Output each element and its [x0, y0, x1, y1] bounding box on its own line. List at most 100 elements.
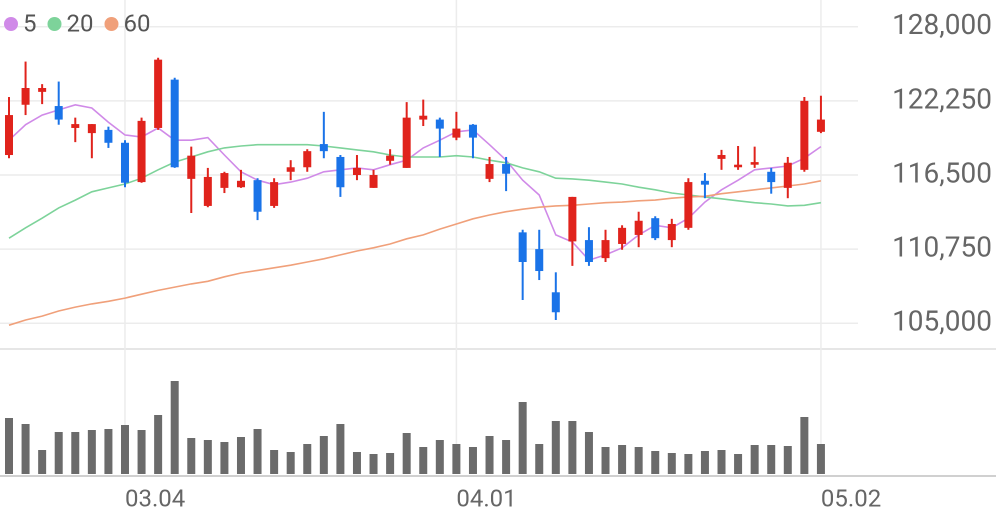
candle-body: [154, 59, 163, 128]
candle-body: [634, 220, 643, 235]
volume-bar: [667, 453, 676, 474]
y-tick-label: 128,000: [892, 8, 992, 41]
volume-bar: [236, 437, 245, 474]
candle-body: [502, 164, 511, 174]
candle-body: [203, 176, 212, 206]
volume-bar: [54, 432, 63, 474]
volume-bar: [816, 444, 825, 474]
candle-body: [468, 124, 477, 138]
volume-bar: [170, 381, 179, 474]
volume-bar: [618, 445, 627, 474]
ma-line: [8, 143, 822, 239]
candle-body: [402, 117, 411, 168]
volume-bar: [800, 417, 809, 474]
candle-body: [352, 167, 361, 175]
candle-body: [684, 182, 693, 228]
volume-bar: [402, 433, 411, 474]
volume-bar: [568, 421, 577, 474]
volume-bar: [21, 424, 30, 474]
volume-bar: [502, 440, 511, 474]
volume-bar: [303, 444, 312, 474]
candle-body: [319, 144, 328, 152]
x-tick-label: 03.04: [125, 484, 185, 512]
volume-bar: [700, 451, 709, 474]
candle-body: [386, 155, 395, 161]
candle-body: [800, 100, 809, 170]
volume-bar: [435, 440, 444, 474]
candle-body: [734, 164, 743, 168]
volume-bar: [137, 430, 146, 474]
volume-bar: [634, 447, 643, 474]
candle-body: [170, 79, 179, 168]
candle-body: [767, 171, 776, 183]
volume-bar: [518, 402, 527, 474]
ma-line: [8, 180, 822, 326]
volume-bar: [253, 429, 262, 474]
legend-marker: [4, 17, 18, 31]
candle-body: [253, 180, 262, 212]
candle-body: [651, 218, 660, 239]
volume-bar: [286, 452, 295, 474]
candle-body: [87, 124, 96, 134]
candle-body: [435, 119, 444, 129]
candle-body: [551, 292, 560, 313]
volume-bar: [120, 425, 129, 474]
candle-body: [452, 128, 461, 138]
candle-body: [535, 249, 544, 272]
candle-body: [601, 240, 610, 259]
legend-label: 20: [67, 9, 94, 37]
candle-body: [120, 142, 129, 183]
legend-marker: [47, 17, 62, 31]
volume-bar: [71, 432, 80, 474]
candle-body: [336, 156, 345, 188]
candle-body: [220, 173, 229, 188]
legend-marker: [104, 17, 119, 31]
candle-body: [286, 167, 295, 172]
volume-bar: [386, 453, 395, 474]
candle-body: [584, 240, 593, 262]
volume-bar: [270, 450, 279, 474]
candle-body: [750, 162, 759, 165]
volume-bar: [319, 436, 328, 474]
volume-bar: [154, 415, 163, 474]
candle-body: [71, 124, 80, 128]
candle-body: [303, 151, 312, 168]
volume-bar: [452, 444, 461, 474]
x-tick-label: 05.02: [821, 484, 881, 512]
volume-bar: [767, 445, 776, 474]
volume-bar: [717, 450, 726, 474]
candle-body: [485, 164, 494, 179]
volume-bar: [551, 421, 560, 474]
candle-body: [104, 129, 113, 143]
volume-bar: [87, 430, 96, 474]
candle-body: [38, 88, 47, 92]
volume-bar: [601, 447, 610, 474]
volume-bar: [336, 424, 345, 474]
volume-bar: [468, 447, 477, 474]
legend-label: 60: [123, 9, 150, 37]
volume-bar: [783, 446, 792, 474]
volume-bar: [485, 436, 494, 474]
legend-label: 5: [23, 9, 37, 37]
volume-bar: [369, 454, 378, 474]
volume-bar: [584, 432, 593, 474]
candle-body: [618, 227, 627, 244]
volume-bar: [734, 454, 743, 474]
volume-bar: [187, 438, 196, 474]
x-tick-label: 04.01: [456, 484, 516, 512]
candle-body: [816, 119, 825, 132]
volume-bar: [352, 452, 361, 474]
volume-bar: [750, 445, 759, 474]
volume-bar: [684, 454, 693, 474]
y-tick-label: 122,250: [892, 82, 992, 115]
candle-body: [187, 155, 196, 179]
candle-body: [717, 155, 726, 159]
candle-body: [236, 180, 245, 188]
y-tick-label: 116,500: [892, 156, 992, 189]
candle-body: [5, 115, 13, 156]
candle-body: [419, 115, 428, 120]
candle-body: [568, 196, 577, 242]
volume-bar: [104, 429, 113, 474]
candle-body: [21, 88, 30, 105]
